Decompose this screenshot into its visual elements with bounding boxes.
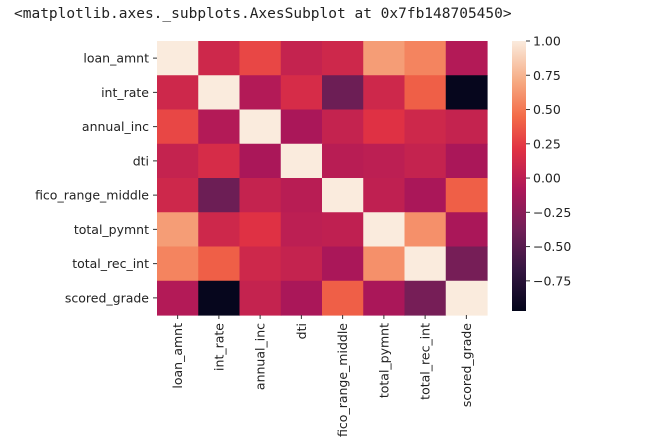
- row-label: int_rate: [101, 85, 149, 100]
- column-tick-labels: loan_amnt int_rate annual_inc dti fico_range…: [170, 315, 474, 437]
- heatmap-cell: [322, 212, 364, 248]
- heatmap-cell: [404, 178, 447, 213]
- heatmap-cell: [363, 143, 406, 179]
- cell-output-text: <matplotlib.axes._subplots.AxesSubplot a…: [14, 6, 512, 22]
- heatmap-cell: [445, 75, 488, 111]
- row-label: scored_grade: [65, 290, 149, 305]
- heatmap-cell: [280, 143, 323, 179]
- column-label: loan_amnt: [170, 323, 185, 389]
- colorbar-tick-label: −0.50: [533, 239, 571, 254]
- heatmap-cell: [363, 75, 406, 111]
- colorbar-tick-label: −0.25: [533, 205, 571, 220]
- column-label: int_rate: [211, 323, 226, 371]
- heatmap-cells: [157, 41, 488, 316]
- heatmap-cell: [239, 143, 282, 179]
- heatmap-cell: [157, 212, 199, 248]
- row-label: loan_amnt: [83, 51, 149, 66]
- heatmap-cell: [198, 178, 241, 213]
- heatmap-cell: [157, 41, 199, 76]
- heatmap-cell: [239, 75, 282, 111]
- heatmap-cell: [363, 212, 406, 248]
- colorbar-tick-label: 0.00: [533, 171, 561, 186]
- heatmap-cell: [198, 212, 241, 248]
- heatmap-cell: [445, 41, 488, 76]
- heatmap-cell: [363, 280, 406, 316]
- heatmap-cell: [198, 246, 241, 282]
- heatmap-cell: [322, 246, 364, 282]
- heatmap-cell: [363, 246, 406, 282]
- column-label: total_rec_int: [418, 323, 433, 400]
- heatmap-cell: [280, 212, 323, 248]
- heatmap-cell: [322, 75, 364, 111]
- heatmap-cell: [404, 280, 447, 316]
- heatmap-cell: [239, 280, 282, 316]
- heatmap-cell: [363, 109, 406, 145]
- heatmap-cell: [239, 246, 282, 282]
- colorbar-tick-label: −0.75: [533, 273, 571, 288]
- heatmap-cell: [445, 280, 488, 316]
- colorbar: [512, 41, 526, 311]
- heatmap-cell: [198, 109, 241, 145]
- heatmap-cell: [445, 178, 488, 213]
- heatmap-cell: [404, 41, 447, 76]
- colorbar-tick-label: 1.00: [533, 34, 561, 49]
- heatmap-cell: [322, 41, 364, 76]
- heatmap-cell: [198, 75, 241, 111]
- heatmap-cell: [157, 109, 199, 145]
- row-label: total_rec_int: [72, 256, 149, 271]
- column-label: dti: [294, 323, 309, 339]
- column-label: fico_range_middle: [335, 323, 350, 437]
- heatmap-cell: [445, 246, 488, 282]
- heatmap-cell: [239, 212, 282, 248]
- row-label: annual_inc: [82, 119, 149, 134]
- heatmap-cell: [363, 178, 406, 213]
- column-label: scored_grade: [459, 323, 474, 407]
- heatmap-cell: [239, 109, 282, 145]
- heatmap-cell: [322, 280, 364, 316]
- heatmap-cell: [404, 212, 447, 248]
- heatmap-cell: [404, 109, 447, 145]
- row-label: fico_range_middle: [35, 188, 149, 203]
- heatmap-cell: [363, 41, 406, 76]
- row-label: dti: [133, 153, 149, 168]
- heatmap-cell: [280, 280, 323, 316]
- colorbar-tick-label: 0.75: [533, 68, 561, 83]
- colorbar-tick-label: 0.50: [533, 102, 561, 117]
- heatmap-cell: [322, 109, 364, 145]
- heatmap-cell: [280, 178, 323, 213]
- heatmap-cell: [239, 178, 282, 213]
- heatmap-cell: [157, 143, 199, 179]
- heatmap-cell: [404, 75, 447, 111]
- heatmap-cell: [157, 75, 199, 111]
- heatmap-cell: [280, 109, 323, 145]
- column-label: total_pymnt: [376, 323, 391, 398]
- heatmap-cell: [280, 75, 323, 111]
- heatmap-cell: [280, 41, 323, 76]
- heatmap-cell: [198, 280, 241, 316]
- colorbar-ticks: 1.00 0.75 0.50 0.25 0.00 −0.25 −0.50 −0.75: [526, 34, 571, 288]
- heatmap-cell: [280, 246, 323, 282]
- heatmap-cell: [157, 280, 199, 316]
- heatmap-cell: [404, 143, 447, 179]
- heatmap-cell: [322, 143, 364, 179]
- heatmap-cell: [445, 143, 488, 179]
- heatmap-cell: [198, 41, 241, 76]
- heatmap-cell: [445, 212, 488, 248]
- colorbar-tick-label: 0.25: [533, 136, 561, 151]
- heatmap-cell: [404, 246, 447, 282]
- heatmap-cell: [239, 41, 282, 76]
- column-label: annual_inc: [253, 323, 268, 390]
- heatmap-cell: [445, 109, 488, 145]
- heatmap-cell: [322, 178, 364, 213]
- row-label: total_pymnt: [74, 222, 149, 237]
- heatmap-cell: [157, 178, 199, 213]
- heatmap-cell: [157, 246, 199, 282]
- heatmap-cell: [198, 143, 241, 179]
